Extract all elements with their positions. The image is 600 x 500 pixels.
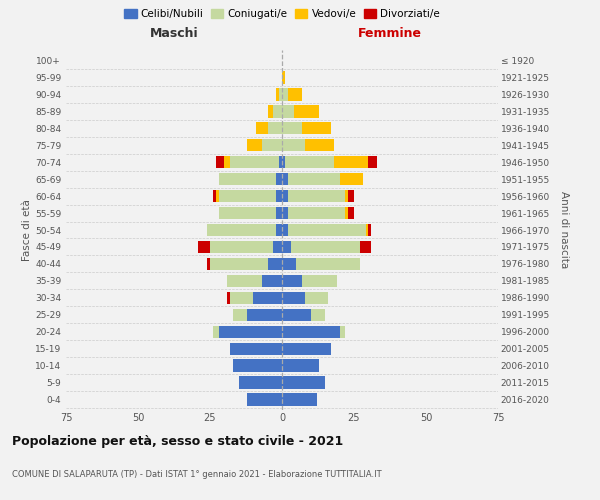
Bar [293, 105, 319, 118]
Bar [282, 190, 288, 202]
Bar [282, 394, 317, 406]
Bar [256, 122, 268, 134]
Y-axis label: Fasce di età: Fasce di età [22, 199, 32, 261]
Bar [288, 88, 302, 101]
Bar [218, 206, 276, 220]
Bar [290, 240, 360, 254]
Bar [207, 258, 210, 270]
Bar [282, 308, 311, 322]
Legend: Celibi/Nubili, Coniugati/e, Vedovi/e, Divorziati/e: Celibi/Nubili, Coniugati/e, Vedovi/e, Di… [120, 5, 444, 24]
Bar [282, 156, 285, 168]
Bar [288, 206, 346, 220]
Bar [285, 156, 334, 168]
Bar [268, 122, 282, 134]
Bar [282, 240, 290, 254]
Bar [311, 308, 325, 322]
Bar [210, 258, 268, 270]
Bar [274, 105, 282, 118]
Bar [305, 138, 334, 151]
Bar [282, 342, 331, 355]
Bar [282, 88, 288, 101]
Bar [213, 326, 218, 338]
Bar [305, 292, 328, 304]
Text: Maschi: Maschi [149, 27, 199, 40]
Bar [296, 258, 360, 270]
Bar [282, 172, 288, 186]
Bar [302, 122, 331, 134]
Bar [276, 224, 282, 236]
Bar [302, 274, 337, 287]
Bar [274, 240, 282, 254]
Bar [213, 190, 216, 202]
Bar [268, 258, 282, 270]
Bar [282, 360, 319, 372]
Bar [216, 156, 224, 168]
Bar [282, 376, 325, 389]
Bar [282, 326, 340, 338]
Bar [262, 138, 282, 151]
Bar [233, 360, 282, 372]
Bar [282, 258, 296, 270]
Bar [276, 172, 282, 186]
Text: COMUNE DI SALAPARUTA (TP) - Dati ISTAT 1° gennaio 2021 - Elaborazione TUTTITALIA: COMUNE DI SALAPARUTA (TP) - Dati ISTAT 1… [12, 470, 382, 479]
Bar [282, 105, 293, 118]
Bar [230, 156, 279, 168]
Bar [227, 274, 262, 287]
Bar [340, 326, 346, 338]
Bar [230, 292, 253, 304]
Bar [216, 190, 218, 202]
Bar [279, 88, 282, 101]
Bar [218, 326, 282, 338]
Bar [334, 156, 368, 168]
Bar [360, 240, 371, 254]
Bar [282, 274, 302, 287]
Bar [247, 308, 282, 322]
Bar [247, 394, 282, 406]
Bar [346, 190, 348, 202]
Bar [262, 274, 282, 287]
Bar [218, 172, 276, 186]
Bar [199, 240, 210, 254]
Bar [346, 206, 348, 220]
Bar [348, 190, 354, 202]
Bar [276, 206, 282, 220]
Bar [268, 105, 274, 118]
Bar [233, 308, 247, 322]
Bar [288, 190, 346, 202]
Y-axis label: Anni di nascita: Anni di nascita [559, 192, 569, 268]
Bar [368, 156, 377, 168]
Bar [253, 292, 282, 304]
Bar [340, 172, 362, 186]
Bar [282, 224, 288, 236]
Bar [210, 240, 274, 254]
Text: Femmine: Femmine [358, 27, 422, 40]
Bar [368, 224, 371, 236]
Bar [365, 224, 368, 236]
Bar [282, 138, 305, 151]
Bar [207, 224, 276, 236]
Bar [282, 206, 288, 220]
Bar [224, 156, 230, 168]
Bar [282, 122, 302, 134]
Bar [348, 206, 354, 220]
Bar [276, 190, 282, 202]
Bar [276, 88, 279, 101]
Bar [288, 172, 340, 186]
Text: Popolazione per età, sesso e stato civile - 2021: Popolazione per età, sesso e stato civil… [12, 435, 343, 448]
Bar [288, 224, 365, 236]
Bar [282, 71, 285, 84]
Bar [247, 138, 262, 151]
Bar [230, 342, 282, 355]
Bar [239, 376, 282, 389]
Bar [227, 292, 230, 304]
Bar [218, 190, 276, 202]
Bar [279, 156, 282, 168]
Bar [282, 292, 305, 304]
